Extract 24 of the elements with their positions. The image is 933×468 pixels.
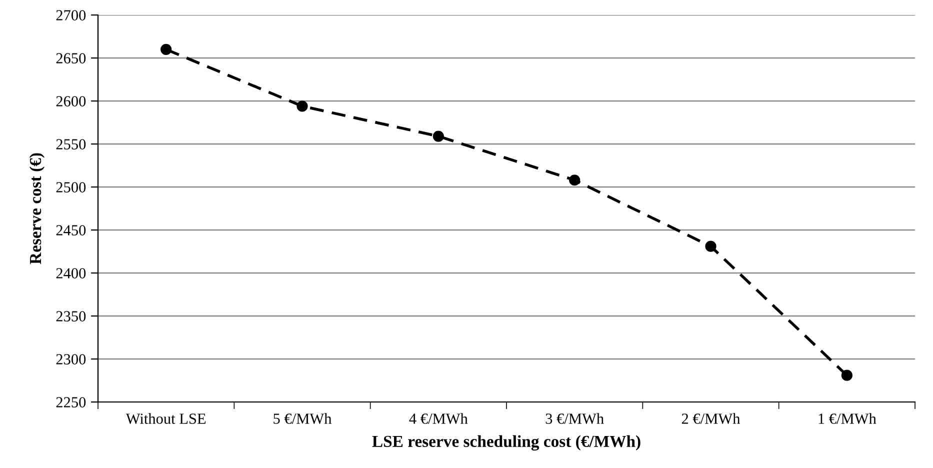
y-tick-label: 2550 (56, 139, 86, 150)
y-axis-title: Reserve cost (€) (29, 153, 45, 264)
y-tick-label: 2700 (56, 10, 86, 20)
x-axis-title: LSE reserve scheduling cost (€/MWh) (372, 435, 640, 451)
x-tick-label: Without LSE (126, 413, 206, 424)
point (296, 100, 308, 112)
x-tick-label: 4 €/MWh (409, 413, 468, 424)
y-tick-label: 2600 (56, 96, 86, 106)
x-tick-label: 2 €/MWh (682, 413, 740, 424)
point (705, 240, 716, 252)
y-tick-label: 2650 (56, 53, 86, 64)
point (841, 370, 852, 381)
x-tick-label: 5 €/MWh (274, 413, 332, 424)
y-tick-label: 2300 (56, 354, 86, 364)
point (569, 174, 580, 186)
y-tick-label: 2250 (56, 397, 86, 408)
y-tick-label: 2350 (56, 311, 86, 322)
y-tick-label: 2400 (56, 268, 86, 278)
x-tick-label: 1 €/MWh (818, 413, 876, 424)
y-tick-label: 2500 (56, 182, 86, 192)
point (432, 130, 444, 142)
point (160, 44, 172, 55)
x-tick-label: 3 €/MWh (546, 413, 604, 424)
y-tick-label: 2450 (56, 225, 86, 236)
